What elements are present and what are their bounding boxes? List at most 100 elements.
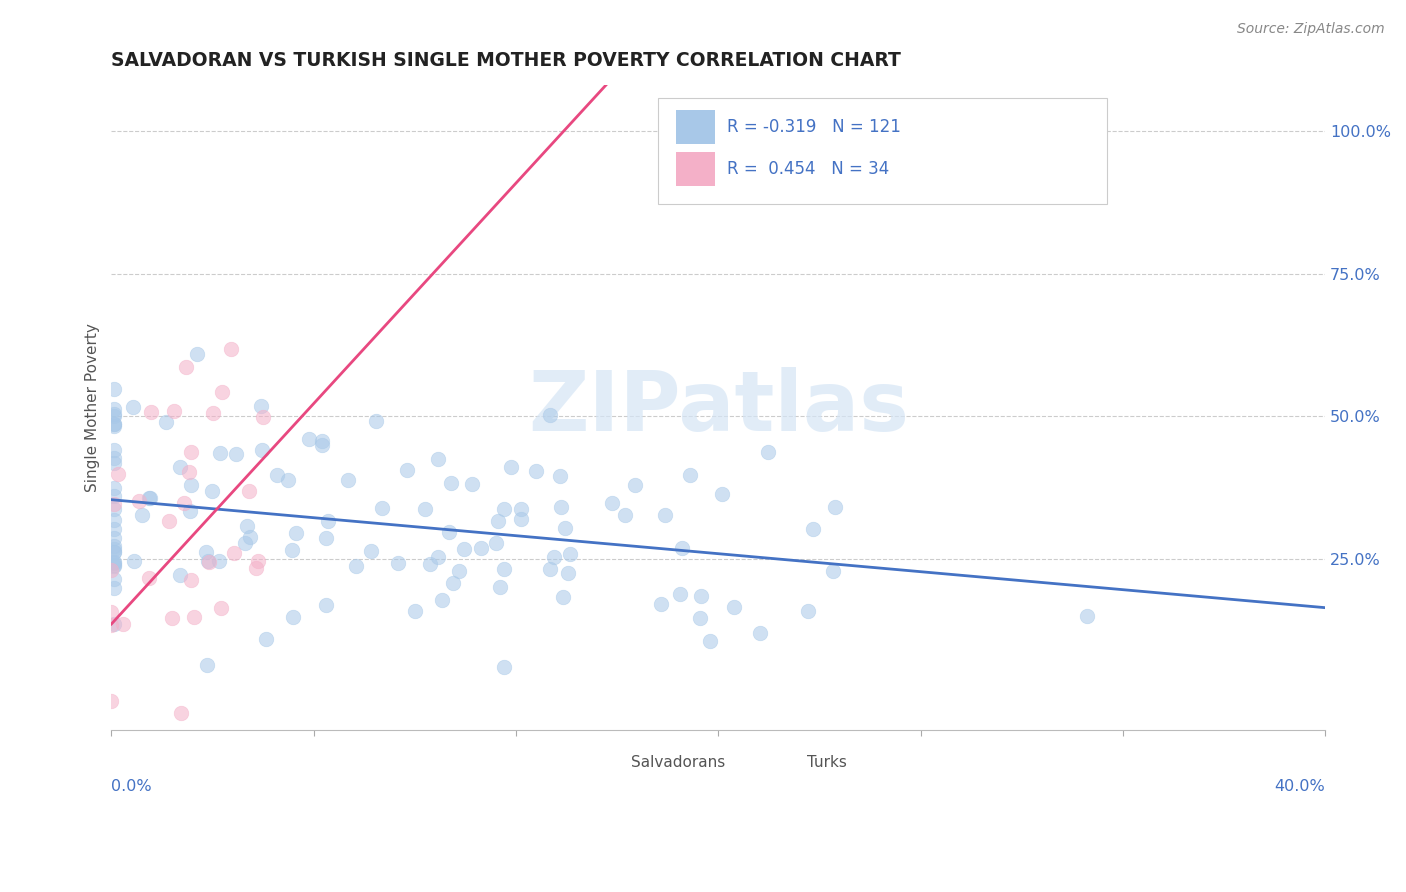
- Point: [103, 582, 125, 596]
- Point: [195, 658, 218, 673]
- Point: [157, 514, 180, 528]
- Point: [387, 557, 409, 571]
- Text: 40.0%: 40.0%: [1274, 779, 1324, 794]
- Point: [103, 558, 125, 572]
- Point: [364, 414, 387, 428]
- Point: [197, 554, 219, 568]
- Point: [179, 504, 201, 518]
- Point: [461, 477, 484, 491]
- Point: [103, 497, 125, 511]
- Point: [100, 605, 122, 619]
- Point: [180, 478, 202, 492]
- Point: [494, 501, 516, 516]
- Point: [219, 342, 242, 356]
- Point: [245, 561, 267, 575]
- Point: [344, 559, 367, 574]
- Point: [103, 442, 125, 457]
- Point: [602, 496, 624, 510]
- Point: [316, 514, 339, 528]
- Point: [441, 576, 464, 591]
- Point: [103, 539, 125, 553]
- Point: [254, 632, 277, 646]
- Point: [250, 399, 273, 413]
- Point: [509, 512, 531, 526]
- Point: [430, 592, 453, 607]
- Point: [280, 543, 302, 558]
- FancyBboxPatch shape: [772, 750, 801, 776]
- Point: [103, 572, 125, 586]
- Point: [543, 549, 565, 564]
- Point: [122, 733, 145, 747]
- Point: [103, 555, 125, 569]
- Point: [139, 815, 162, 830]
- Point: [155, 415, 177, 429]
- Point: [311, 438, 333, 452]
- Text: Turks: Turks: [807, 755, 846, 770]
- Point: [103, 545, 125, 559]
- Point: [198, 555, 221, 569]
- Point: [163, 404, 186, 418]
- Point: [103, 409, 125, 424]
- FancyBboxPatch shape: [676, 110, 714, 145]
- Point: [103, 542, 125, 557]
- Point: [139, 405, 162, 419]
- Point: [654, 508, 676, 522]
- Point: [277, 473, 299, 487]
- Point: [250, 443, 273, 458]
- Point: [671, 541, 693, 555]
- Point: [195, 545, 218, 559]
- Point: [699, 633, 721, 648]
- Point: [138, 491, 160, 506]
- Point: [1076, 608, 1098, 623]
- Point: [510, 502, 533, 516]
- Point: [103, 531, 125, 545]
- Text: 0.0%: 0.0%: [111, 779, 152, 794]
- Point: [201, 483, 224, 498]
- Point: [131, 508, 153, 522]
- Point: [180, 445, 202, 459]
- Point: [128, 494, 150, 508]
- Point: [679, 467, 702, 482]
- Point: [239, 530, 262, 544]
- Point: [107, 467, 129, 481]
- Point: [311, 434, 333, 448]
- Point: [236, 518, 259, 533]
- Point: [103, 481, 125, 495]
- Point: [122, 554, 145, 568]
- Text: R =  0.454   N = 34: R = 0.454 N = 34: [727, 160, 889, 178]
- Point: [111, 616, 134, 631]
- Point: [209, 446, 232, 460]
- Point: [669, 587, 692, 601]
- Point: [103, 544, 125, 558]
- Point: [266, 467, 288, 482]
- Point: [169, 568, 191, 582]
- Point: [315, 598, 337, 612]
- FancyBboxPatch shape: [596, 750, 624, 776]
- Point: [211, 385, 233, 400]
- Point: [103, 523, 125, 537]
- Point: [103, 417, 125, 431]
- Text: Source: ZipAtlas.com: Source: ZipAtlas.com: [1237, 22, 1385, 37]
- Text: R = -0.319   N = 121: R = -0.319 N = 121: [727, 118, 901, 136]
- Point: [103, 513, 125, 527]
- Point: [222, 546, 245, 560]
- Point: [103, 417, 125, 432]
- Point: [427, 550, 450, 565]
- Point: [371, 500, 394, 515]
- Point: [492, 562, 515, 576]
- Point: [298, 432, 321, 446]
- Point: [183, 610, 205, 624]
- Point: [337, 473, 360, 487]
- Point: [524, 464, 547, 478]
- Point: [315, 531, 337, 545]
- FancyBboxPatch shape: [676, 152, 714, 186]
- Point: [447, 564, 470, 578]
- Point: [823, 564, 845, 578]
- Point: [723, 600, 745, 615]
- Point: [650, 597, 672, 611]
- Point: [180, 574, 202, 588]
- Point: [170, 706, 193, 720]
- Point: [689, 611, 711, 625]
- Point: [553, 590, 575, 604]
- Point: [624, 478, 647, 492]
